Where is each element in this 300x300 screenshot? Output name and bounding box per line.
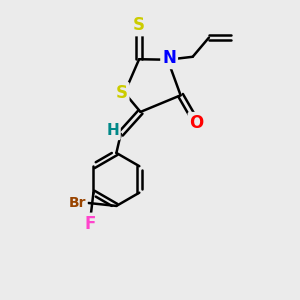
Text: H: H bbox=[106, 123, 119, 138]
Text: N: N bbox=[162, 49, 176, 67]
Text: S: S bbox=[116, 84, 128, 102]
Text: S: S bbox=[133, 16, 145, 34]
Text: Br: Br bbox=[68, 196, 86, 210]
Text: F: F bbox=[85, 214, 96, 232]
Text: O: O bbox=[190, 114, 204, 132]
